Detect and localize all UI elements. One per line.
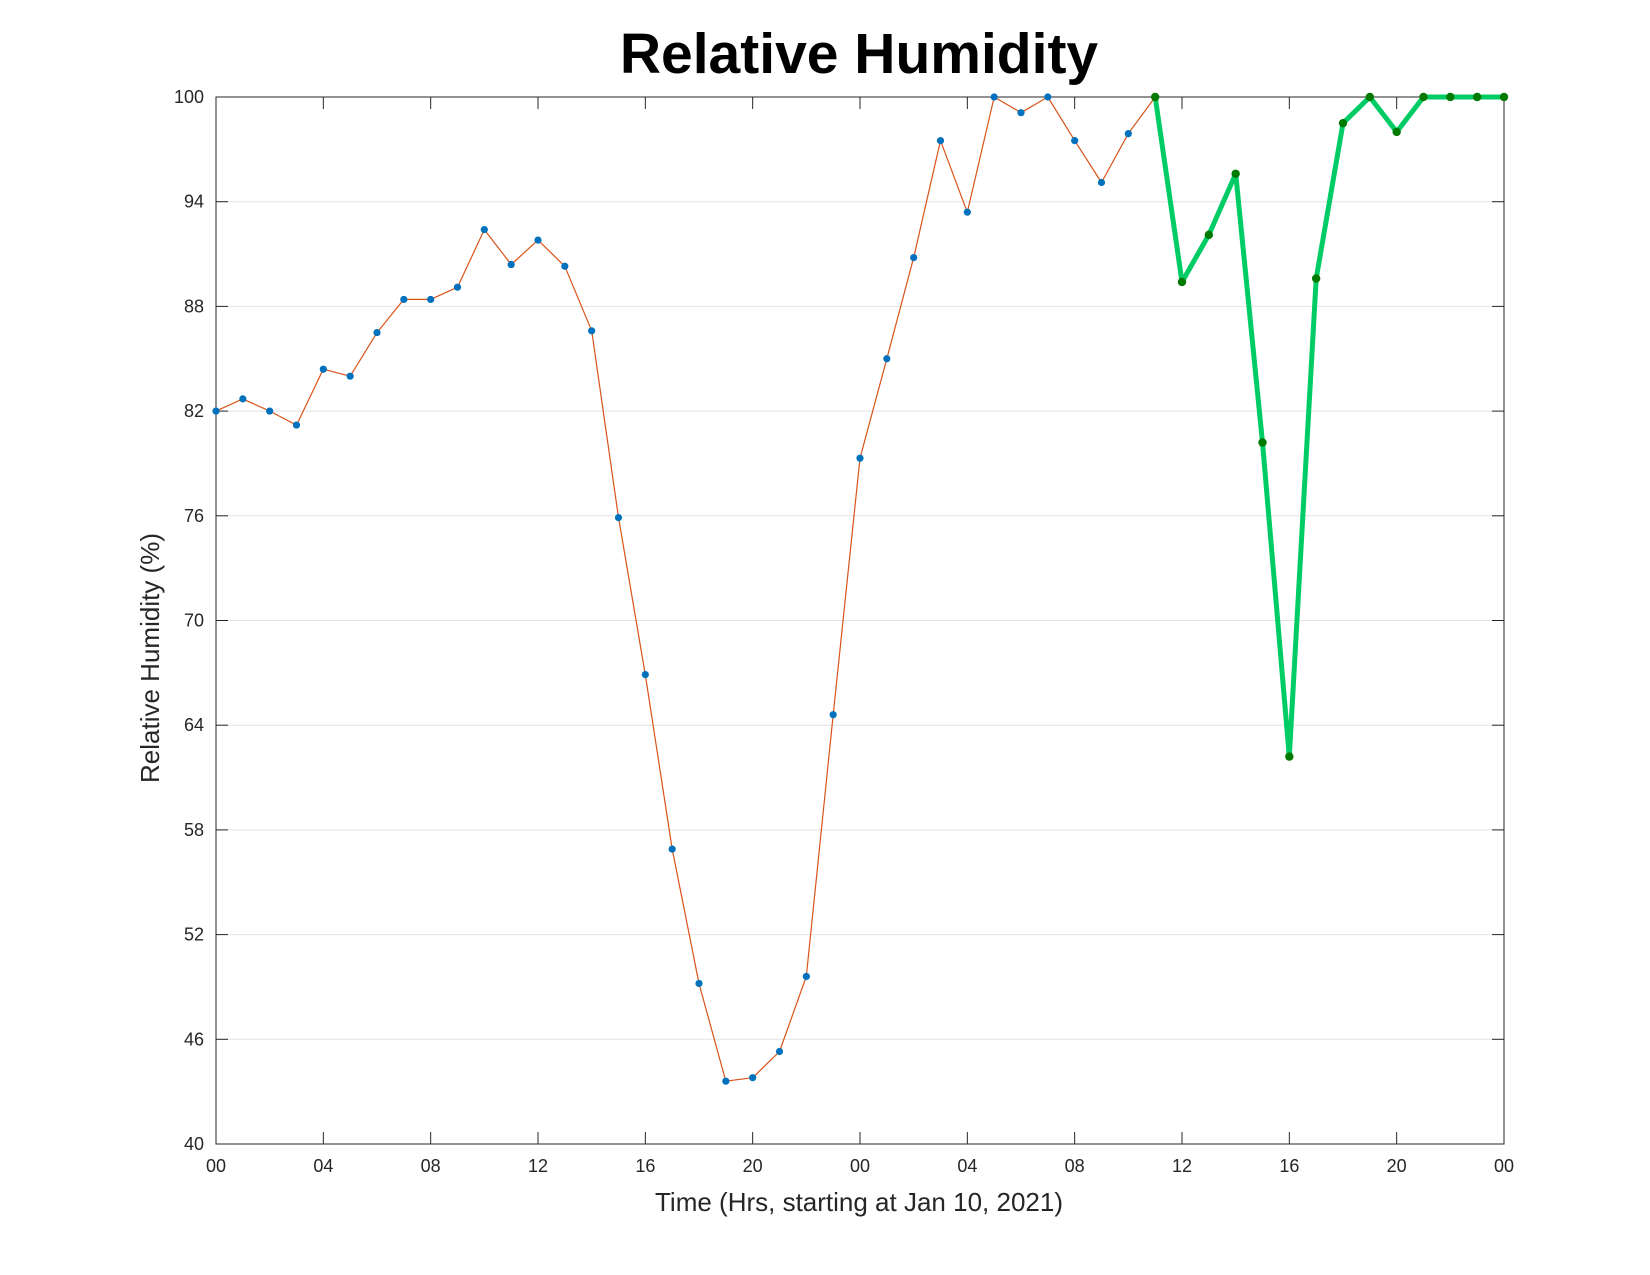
y-tick-label: 64 bbox=[184, 715, 204, 735]
data-point bbox=[1285, 752, 1294, 761]
y-tick-label: 100 bbox=[174, 87, 204, 107]
x-tick-label: 00 bbox=[1494, 1156, 1514, 1176]
y-tick-label: 88 bbox=[184, 296, 204, 316]
y-tick-label: 76 bbox=[184, 506, 204, 526]
data-point bbox=[1071, 137, 1079, 145]
data-point bbox=[427, 295, 435, 304]
data-point bbox=[936, 137, 945, 145]
data-point bbox=[453, 283, 462, 291]
series-line bbox=[1152, 94, 1507, 760]
data-point bbox=[212, 407, 220, 415]
data-point bbox=[910, 253, 918, 262]
data-point bbox=[990, 93, 998, 101]
data-point bbox=[1044, 93, 1052, 101]
data-point bbox=[829, 711, 837, 719]
x-tick-label: 16 bbox=[635, 1156, 655, 1176]
data-point bbox=[1097, 178, 1106, 187]
data-point bbox=[1017, 109, 1025, 117]
x-tick-label: 00 bbox=[206, 1156, 226, 1176]
data-point bbox=[1419, 92, 1428, 102]
y-tick-label: 94 bbox=[184, 192, 204, 212]
data-point bbox=[1472, 92, 1482, 102]
data-point bbox=[400, 295, 408, 304]
data-point bbox=[614, 513, 623, 522]
data-point bbox=[1365, 92, 1375, 102]
data-point bbox=[749, 1074, 757, 1082]
y-tick-label: 58 bbox=[184, 820, 204, 840]
data-point bbox=[534, 236, 542, 244]
x-tick-label: 12 bbox=[1172, 1156, 1192, 1176]
data-point bbox=[346, 372, 354, 380]
data-point bbox=[319, 365, 327, 373]
x-tick-label: 04 bbox=[313, 1156, 333, 1176]
data-point bbox=[722, 1077, 730, 1085]
data-point bbox=[668, 845, 676, 853]
chart-title: Relative Humidity bbox=[620, 22, 1099, 86]
data-point bbox=[883, 355, 891, 363]
data-point bbox=[1258, 438, 1267, 447]
data-point bbox=[507, 260, 515, 269]
data-point bbox=[1204, 230, 1214, 240]
x-axis-label: Time (Hrs, starting at Jan 10, 2021) bbox=[655, 1187, 1063, 1217]
series-line bbox=[215, 96, 1156, 1082]
data-point bbox=[775, 1047, 784, 1056]
x-tick-label: 00 bbox=[850, 1156, 870, 1176]
data-point bbox=[266, 407, 274, 415]
data-point bbox=[1231, 169, 1240, 178]
data-point bbox=[561, 262, 569, 270]
data-point bbox=[1177, 277, 1187, 287]
data-point bbox=[1124, 130, 1132, 138]
x-tick-label: 20 bbox=[1387, 1156, 1407, 1176]
data-point bbox=[588, 327, 596, 335]
data-point bbox=[641, 670, 649, 679]
data-point bbox=[373, 328, 381, 337]
x-tick-label: 16 bbox=[1279, 1156, 1299, 1176]
x-tick-label: 20 bbox=[743, 1156, 763, 1176]
x-tick-label: 08 bbox=[1065, 1156, 1085, 1176]
data-point bbox=[1311, 274, 1321, 283]
data-point bbox=[1392, 127, 1401, 137]
data-point bbox=[1446, 92, 1455, 102]
data-point bbox=[963, 208, 971, 216]
x-tick-label: 12 bbox=[528, 1156, 548, 1176]
x-tick-label: 04 bbox=[957, 1156, 977, 1176]
data-point bbox=[1338, 118, 1348, 128]
data-point bbox=[695, 979, 703, 988]
data-point bbox=[856, 454, 864, 462]
data-point bbox=[239, 395, 247, 403]
data-point bbox=[802, 972, 810, 981]
data-point bbox=[480, 226, 488, 234]
y-tick-label: 82 bbox=[184, 401, 204, 421]
y-tick-label: 70 bbox=[184, 611, 204, 631]
y-tick-label: 52 bbox=[184, 925, 204, 945]
y-tick-label: 46 bbox=[184, 1029, 204, 1049]
data-point bbox=[292, 421, 301, 429]
plot-area: 40 46 52 58 64 70 76 82 88 94 100 00 04 08 12 16 20 00 04 0… bbox=[174, 87, 1514, 1176]
y-axis-label: Relative Humidity (%) bbox=[135, 533, 165, 783]
data-point bbox=[1499, 92, 1509, 102]
y-tick-label: 40 bbox=[184, 1134, 204, 1154]
x-tick-label: 08 bbox=[421, 1156, 441, 1176]
data-point bbox=[1150, 92, 1160, 102]
